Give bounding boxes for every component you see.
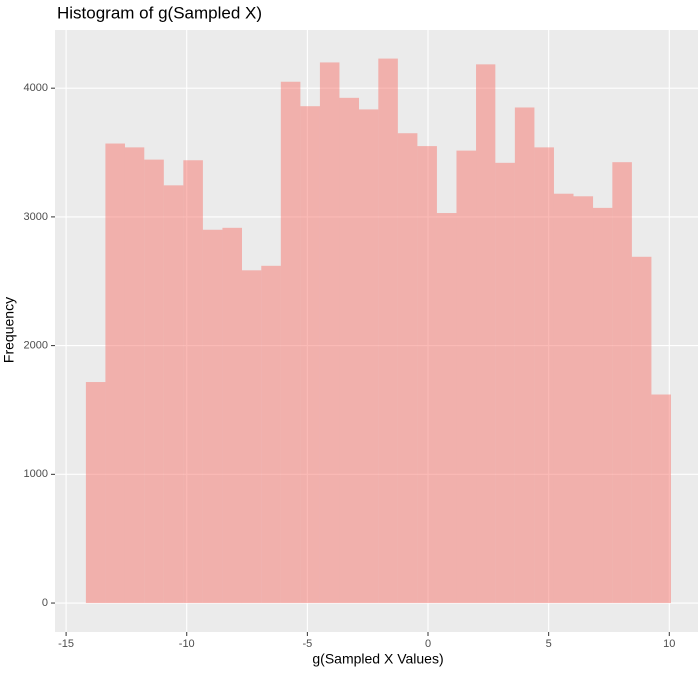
bar bbox=[514, 107, 535, 604]
bar bbox=[163, 185, 184, 604]
bar bbox=[534, 147, 554, 604]
chart-title: Histogram of g(Sampled X) bbox=[57, 3, 262, 22]
bar bbox=[241, 270, 262, 604]
bar bbox=[436, 213, 457, 604]
y-tick-label: 3000 bbox=[24, 211, 48, 223]
bar bbox=[183, 160, 203, 604]
y-tick-label: 0 bbox=[42, 597, 48, 609]
x-axis-title: g(Sampled X Values) bbox=[312, 651, 443, 667]
bar bbox=[339, 97, 360, 604]
y-axis-title: Frequency bbox=[1, 297, 17, 363]
bar bbox=[631, 256, 652, 604]
bar bbox=[612, 162, 632, 604]
bar bbox=[280, 81, 301, 604]
bar bbox=[651, 394, 671, 604]
bar bbox=[300, 106, 320, 604]
bar bbox=[553, 193, 574, 604]
bar bbox=[105, 143, 125, 604]
bar bbox=[573, 196, 594, 604]
bar bbox=[476, 64, 496, 604]
bar bbox=[222, 227, 242, 604]
bar bbox=[261, 265, 281, 604]
x-tick-label: 5 bbox=[546, 638, 552, 650]
y-tick-label: 4000 bbox=[24, 82, 48, 94]
x-tick-label: -15 bbox=[58, 638, 74, 650]
bar bbox=[456, 150, 477, 604]
bar bbox=[378, 58, 398, 604]
y-tick-label: 1000 bbox=[24, 468, 48, 480]
bar bbox=[144, 159, 164, 604]
x-tick-label: 0 bbox=[425, 638, 431, 650]
bar bbox=[417, 146, 437, 604]
x-tick-label: -10 bbox=[179, 638, 195, 650]
x-tick-label: -5 bbox=[302, 638, 312, 650]
bar bbox=[85, 382, 106, 604]
bar bbox=[202, 229, 223, 604]
bar bbox=[124, 147, 145, 604]
bar bbox=[319, 62, 340, 604]
bar bbox=[359, 109, 379, 604]
bar bbox=[397, 133, 418, 604]
y-tick-label: 2000 bbox=[24, 340, 48, 352]
x-tick-label: 10 bbox=[663, 638, 675, 650]
bar bbox=[495, 162, 515, 604]
bar bbox=[593, 207, 613, 604]
